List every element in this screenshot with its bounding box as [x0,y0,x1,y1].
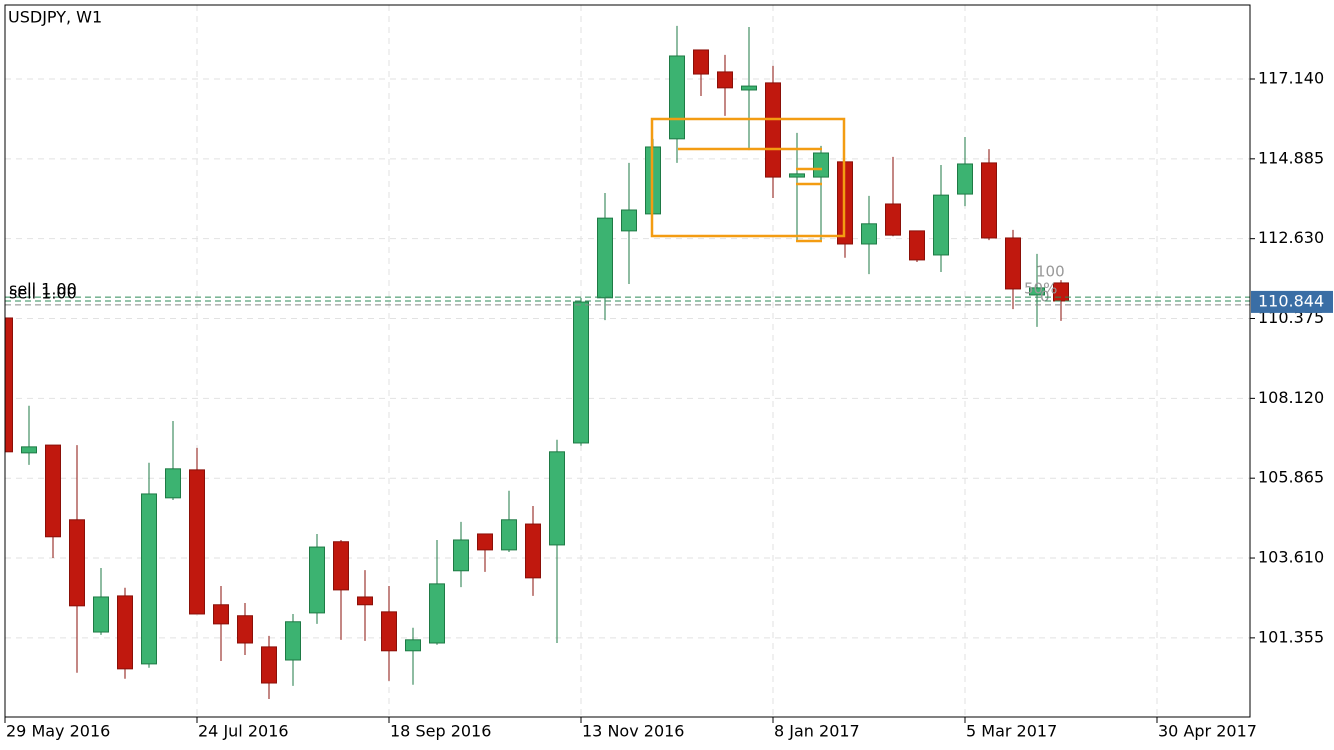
candle-body [789,173,805,178]
order-label: sell 1.00 [9,283,77,302]
candle-body [453,539,469,572]
x-tick-label: 8 Jan 2017 [774,722,860,741]
price-tag-label: 110.844 [1258,291,1324,310]
candle-body [741,85,757,91]
candle-body [141,493,157,665]
candle-body [669,55,685,140]
y-tick-label: 105.865 [1258,468,1324,487]
x-tick-label: 24 Jul 2016 [198,722,289,741]
candle-body [381,611,397,652]
fib-label: 100 [1036,263,1065,281]
grid [5,5,1250,717]
candle-body [165,468,181,499]
candle-body [237,615,253,644]
candle-body [93,596,109,633]
candle-body [477,533,493,551]
candle-body [333,541,349,591]
candle-body [117,595,133,670]
order-label: sell 1.00 [9,280,77,299]
drawn-objects: 100 50% 0 [650,117,1065,306]
y-tick-label: 103.610 [1258,548,1324,567]
fib-label: 50% [1024,280,1057,298]
candle-body [981,162,997,239]
candles [5,25,1069,699]
candle-body [957,163,973,195]
y-tick-label: 101.355 [1258,627,1324,646]
y-tick-label: 112.630 [1258,228,1324,247]
candle-body [21,446,37,454]
x-tick-label: 30 Apr 2017 [1158,722,1257,741]
candle-body [861,223,877,245]
candle-body [1029,287,1045,296]
rectangle-object[interactable] [650,117,846,238]
candle-body [813,152,829,178]
x-tick-label: 18 Sep 2016 [390,722,491,741]
y-tick-label: 114.885 [1258,148,1324,167]
candle-body [501,519,517,551]
candle-body [309,546,325,614]
candle-body [933,194,949,256]
candle-body [285,621,301,661]
candle-body [549,451,565,546]
x-tick-label: 13 Nov 2016 [582,722,684,741]
y-tick-label: 117.140 [1258,68,1324,87]
fib-label: 0 [1040,288,1050,306]
candle-body [405,639,421,652]
candle-body [597,217,613,299]
candle-body [885,203,901,236]
candle-body [909,230,925,261]
plot-frame [4,4,1251,718]
candle-body [213,604,229,625]
candle-body [45,444,61,538]
candle-body [717,71,733,89]
candle-body [621,209,637,232]
chart-title: USDJPY, W1 [8,8,102,27]
price-tag [1251,290,1333,313]
x-tick-label: 5 Mar 2017 [966,722,1057,741]
candle-body [693,49,709,75]
candle-body [357,596,373,606]
candle-body [189,469,205,615]
candle-body [573,301,589,444]
y-tick-label: 108.120 [1258,388,1324,407]
candle-body [765,82,781,178]
candle-body [1005,237,1021,290]
candle-body [5,317,13,453]
candle-body [69,519,85,607]
candle-body [525,523,541,579]
candle-body [429,583,445,644]
x-tick-label: 29 May 2016 [6,722,110,741]
candle-body [261,646,277,684]
